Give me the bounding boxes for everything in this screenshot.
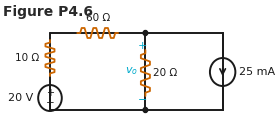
Text: 20 V: 20 V (8, 93, 34, 103)
Text: −: − (138, 95, 147, 105)
Text: 60 Ω: 60 Ω (86, 13, 110, 23)
Text: +: + (138, 41, 147, 51)
Text: Figure P4.6: Figure P4.6 (3, 5, 93, 19)
Text: $v_o$: $v_o$ (125, 65, 138, 77)
Circle shape (143, 30, 148, 35)
Circle shape (143, 108, 148, 112)
Text: 25 mA: 25 mA (239, 67, 275, 77)
Text: 20 Ω: 20 Ω (153, 68, 177, 78)
Text: −: − (46, 98, 54, 108)
Text: +: + (46, 88, 54, 98)
Text: 10 Ω: 10 Ω (15, 53, 39, 63)
